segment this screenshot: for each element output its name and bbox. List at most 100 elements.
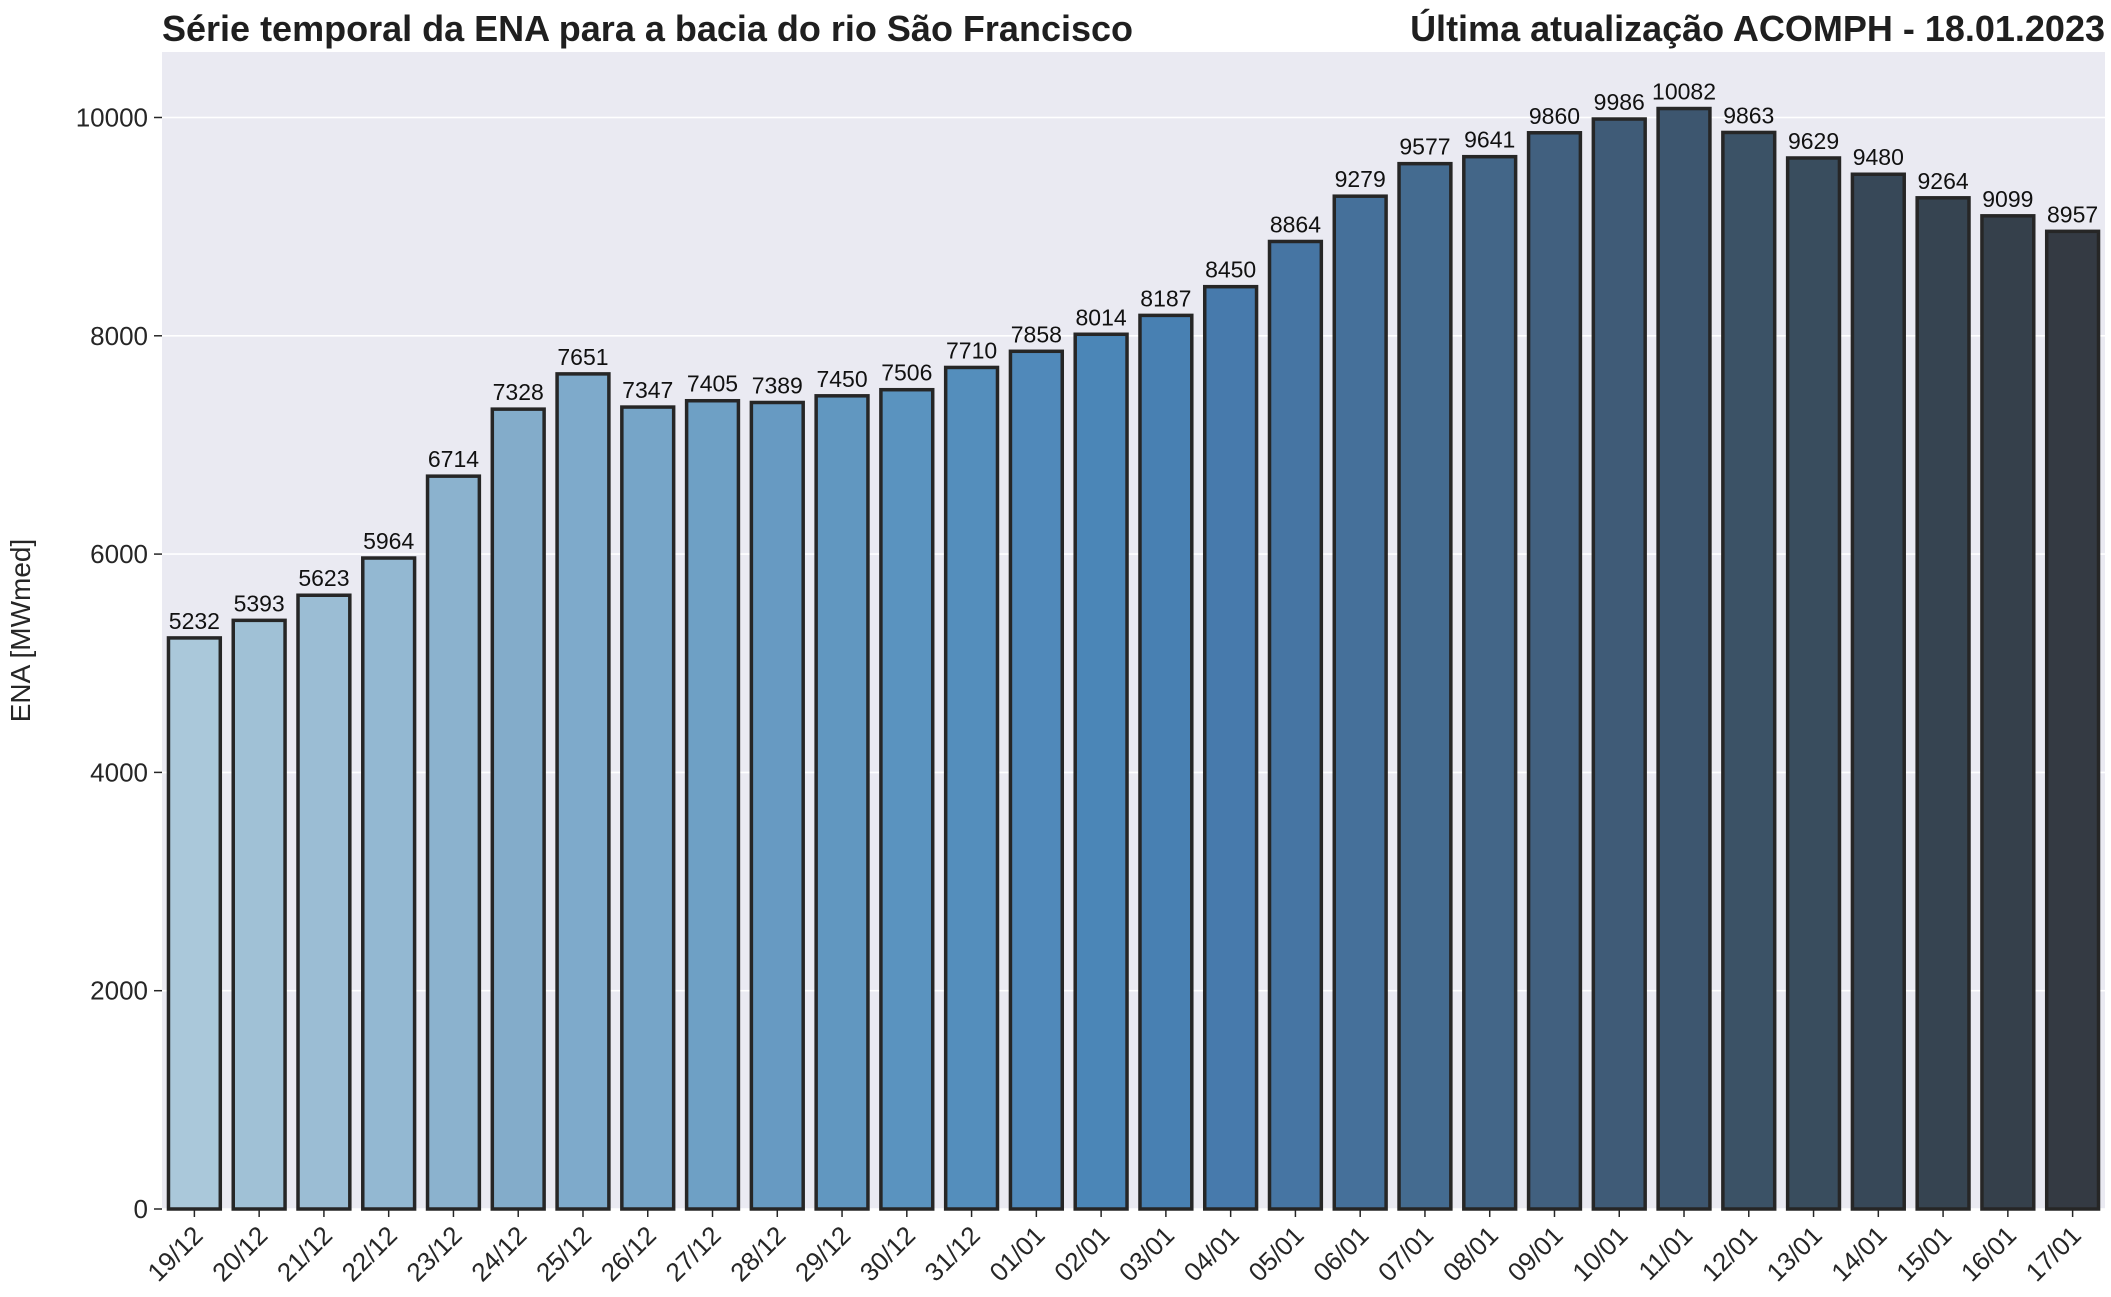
bar-value-label: 8450 (1205, 257, 1256, 283)
bar-value-label: 9480 (1853, 144, 1904, 170)
bar-value-label: 6714 (428, 446, 479, 472)
bar-value-label: 5232 (169, 608, 220, 634)
bar (490, 407, 546, 1211)
bar-value-label: 8187 (1140, 285, 1191, 311)
bar-value-label: 5393 (234, 590, 285, 616)
bar (1462, 154, 1518, 1211)
bar-value-label: 5623 (298, 565, 349, 591)
bar-value-label: 8957 (2047, 201, 2098, 227)
bar-value-label: 10082 (1652, 79, 1716, 105)
bar (1267, 239, 1324, 1211)
x-tick-label: 19/12 (141, 1220, 208, 1287)
bar-value-label: 5964 (363, 528, 414, 554)
x-tick-label: 25/12 (530, 1220, 597, 1287)
bar-value-label: 7347 (622, 377, 673, 403)
y-tick-label: 8000 (90, 321, 148, 351)
y-tick-label: 2000 (90, 976, 148, 1006)
bar (1721, 130, 1777, 1211)
x-tick-label: 01/01 (983, 1220, 1050, 1287)
x-tick-label: 14/01 (1825, 1220, 1892, 1287)
y-tick-label: 10000 (76, 102, 148, 132)
bar-value-label: 8864 (1270, 211, 1321, 237)
chart-title: Série temporal da ENA para a bacia do ri… (162, 8, 1133, 49)
bar-value-label: 9264 (1917, 168, 1968, 194)
bar (1980, 214, 2036, 1211)
bar-value-label: 8014 (1076, 304, 1127, 330)
bar-value-label: 9860 (1529, 103, 1580, 129)
bar (361, 556, 417, 1211)
x-tick-label: 26/12 (595, 1220, 662, 1287)
bar (1397, 161, 1453, 1211)
bar (749, 400, 805, 1211)
bar-value-labels: 5232 5393 5623 5964 6714 7328 7651 7347 7405 7389… (169, 79, 2098, 634)
bar (425, 474, 482, 1211)
bar (943, 365, 1000, 1211)
bar-value-label: 7328 (493, 379, 544, 405)
x-tick-label: 02/01 (1048, 1220, 1115, 1287)
bar-value-label: 9577 (1399, 134, 1450, 160)
bar-value-label: 9099 (1982, 186, 2033, 212)
bar (1526, 131, 1583, 1211)
bar (879, 387, 935, 1211)
bar-value-label: 9279 (1335, 166, 1386, 192)
x-tick-label: 28/12 (724, 1220, 791, 1287)
x-tick-label: 09/01 (1501, 1220, 1568, 1287)
bar (1073, 332, 1129, 1211)
bar (620, 405, 676, 1211)
x-tick-label: 08/01 (1437, 1220, 1504, 1287)
x-tick-label: 27/12 (660, 1220, 727, 1287)
bar (1332, 194, 1388, 1211)
x-tick-label: 07/01 (1372, 1220, 1439, 1287)
bar-value-label: 7506 (881, 360, 932, 386)
bar (1202, 284, 1259, 1211)
bar (1915, 196, 1971, 1211)
y-tick-label: 6000 (90, 539, 148, 569)
bar-value-label: 9986 (1594, 89, 1645, 115)
x-tick-label: 22/12 (336, 1220, 403, 1287)
x-tick-label: 10/01 (1566, 1220, 1633, 1287)
bar (684, 398, 741, 1211)
bar (1138, 313, 1194, 1211)
bar-value-label: 7651 (557, 344, 608, 370)
x-tick-label: 17/01 (2020, 1220, 2087, 1287)
x-tick-label: 15/01 (1890, 1220, 1957, 1287)
x-tick-label: 23/12 (400, 1220, 467, 1287)
bar-value-label: 7405 (687, 371, 738, 397)
x-tick-label: 21/12 (271, 1220, 338, 1287)
bar (166, 636, 223, 1211)
update-date-title: Última atualização ACOMPH - 18.01.2023 (1410, 8, 2105, 49)
x-tick-label: 12/01 (1696, 1220, 1763, 1287)
bar-value-label: 9629 (1788, 128, 1839, 154)
x-tick-label: 24/12 (465, 1220, 532, 1287)
bar-value-label: 9863 (1723, 102, 1774, 128)
bar (1850, 172, 1906, 1211)
bar (1656, 106, 1712, 1211)
bar-value-label: 7710 (946, 337, 997, 363)
x-tick-label: 31/12 (919, 1220, 986, 1287)
bar-value-label: 9641 (1464, 127, 1515, 153)
bar (231, 618, 287, 1211)
bar (2044, 229, 2101, 1211)
x-tick-label: 20/12 (206, 1220, 273, 1287)
x-tick-label: 04/01 (1178, 1220, 1245, 1287)
bar-value-label: 7389 (752, 372, 803, 398)
x-tick-label: 05/01 (1242, 1220, 1309, 1287)
x-tick-label: 30/12 (854, 1220, 921, 1287)
x-axis-ticks: 19/1220/1221/1222/1223/1224/1225/1226/12… (141, 1209, 2087, 1287)
bar-value-label: 7450 (816, 366, 867, 392)
bar (1008, 349, 1065, 1211)
x-tick-label: 29/12 (789, 1220, 856, 1287)
bar (814, 394, 870, 1211)
x-tick-label: 06/01 (1307, 1220, 1374, 1287)
bar (1785, 156, 1842, 1211)
bar-value-label: 7858 (1011, 321, 1062, 347)
plot-background (162, 52, 2105, 1209)
y-axis-ticks: 0 2000 4000 6000 8000 10000 (76, 102, 162, 1224)
bar (1591, 117, 1647, 1211)
x-tick-label: 03/01 (1113, 1220, 1180, 1287)
bar (296, 593, 352, 1211)
y-tick-label: 0 (134, 1194, 148, 1224)
y-axis-label: ENA [MWmed] (5, 539, 36, 723)
y-tick-label: 4000 (90, 757, 148, 787)
